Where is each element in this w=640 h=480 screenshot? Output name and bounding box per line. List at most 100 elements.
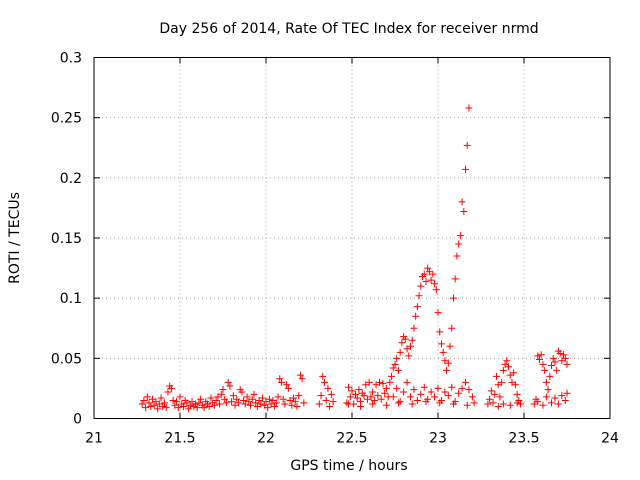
data-point — [145, 399, 153, 407]
data-point — [315, 400, 323, 408]
data-point — [367, 393, 375, 401]
data-point — [217, 390, 225, 398]
data-point — [506, 401, 514, 409]
data-point — [169, 396, 177, 404]
data-point — [499, 366, 507, 374]
data-point — [283, 381, 291, 389]
data-point — [159, 402, 167, 410]
x-tick-label: 23.5 — [508, 431, 539, 447]
data-point — [462, 378, 470, 386]
data-point — [382, 384, 390, 392]
data-point — [346, 393, 354, 401]
data-point — [405, 352, 413, 360]
data-point — [436, 399, 444, 407]
data-point — [247, 401, 255, 409]
data-point — [465, 104, 473, 112]
data-point — [458, 384, 466, 392]
data-point — [451, 275, 459, 283]
data-point — [238, 388, 246, 396]
data-point — [396, 398, 404, 406]
data-point — [542, 393, 550, 401]
axis-ticks: 21 21.5 22 22.5 23 23.5 24 0 0.05 0.1 0.15 0.2 0.25 0… — [51, 51, 619, 447]
data-point — [539, 360, 547, 368]
data-point — [408, 400, 416, 408]
data-point — [534, 352, 542, 360]
data-point — [394, 399, 402, 407]
data-point — [369, 400, 377, 408]
data-point — [320, 378, 328, 386]
data-point — [272, 399, 280, 407]
x-tick-label: 22.5 — [336, 431, 367, 447]
data-point — [427, 276, 435, 284]
data-point — [290, 394, 298, 402]
data-point — [422, 277, 430, 285]
data-point — [503, 357, 511, 365]
data-point — [185, 405, 193, 413]
data-point — [563, 389, 571, 397]
data-point — [277, 378, 285, 386]
data-point — [548, 399, 556, 407]
data-point — [556, 350, 564, 358]
data-point — [432, 286, 440, 294]
data-point — [412, 312, 420, 320]
data-point — [143, 393, 151, 401]
data-point — [250, 390, 258, 398]
data-point — [449, 400, 457, 408]
data-point — [548, 362, 556, 370]
data-point — [496, 393, 504, 401]
data-point — [377, 395, 385, 403]
data-point — [355, 386, 363, 394]
data-point — [413, 396, 421, 404]
data-point — [142, 404, 150, 412]
data-point — [455, 389, 463, 397]
data-point — [357, 402, 365, 410]
y-tick-label: 0 — [73, 412, 82, 428]
data-point — [386, 378, 394, 386]
data-point — [345, 400, 353, 408]
data-point — [150, 401, 158, 409]
data-point — [248, 395, 256, 403]
data-point — [403, 378, 411, 386]
data-point — [560, 351, 568, 359]
data-point — [298, 375, 306, 383]
data-point — [541, 366, 549, 374]
data-point — [348, 387, 356, 395]
data-point — [147, 402, 155, 410]
data-point — [561, 396, 569, 404]
data-point — [324, 384, 332, 392]
data-point — [291, 398, 299, 406]
data-point — [369, 388, 377, 396]
data-point — [191, 400, 199, 408]
data-point — [400, 388, 408, 396]
data-point — [345, 383, 353, 391]
data-point — [431, 280, 439, 288]
x-tick-label: 21 — [85, 431, 103, 447]
data-point — [408, 336, 416, 344]
data-point — [553, 366, 561, 374]
data-point — [174, 404, 182, 412]
data-point — [434, 309, 442, 317]
data-point — [288, 401, 296, 409]
x-axis-label: GPS time / hours — [290, 458, 407, 474]
data-point — [240, 396, 248, 404]
data-point — [281, 400, 289, 408]
data-point — [221, 395, 229, 403]
data-point — [420, 383, 428, 391]
x-tick-label: 22 — [257, 431, 275, 447]
data-point — [271, 402, 279, 410]
data-point — [381, 389, 389, 397]
data-point — [427, 388, 435, 396]
data-point — [406, 342, 414, 350]
data-point — [546, 372, 554, 380]
data-point — [295, 392, 303, 400]
data-point — [224, 378, 232, 386]
data-point — [499, 400, 507, 408]
data-points — [138, 104, 571, 413]
data-point — [437, 340, 445, 348]
data-point — [207, 394, 215, 402]
data-point — [186, 401, 194, 409]
data-point — [279, 395, 287, 403]
data-point — [410, 386, 418, 394]
y-tick-label: 0.3 — [60, 51, 82, 67]
